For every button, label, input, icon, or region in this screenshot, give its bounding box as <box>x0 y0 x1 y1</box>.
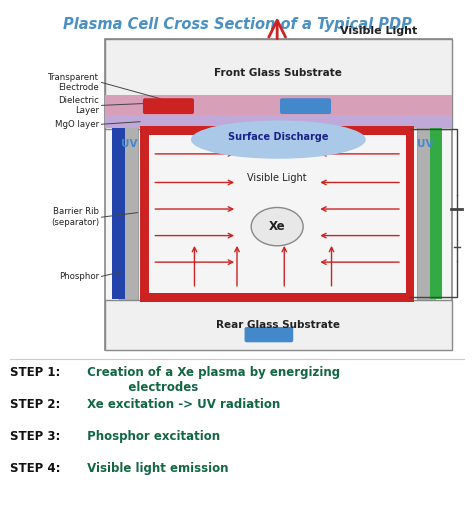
Bar <box>105 39 452 130</box>
Text: Visible Light: Visible Light <box>340 26 418 36</box>
Text: Barrier Rib
(separator): Barrier Rib (separator) <box>51 207 99 227</box>
Text: Transparent
Electrode: Transparent Electrode <box>48 73 99 92</box>
Text: STEP 2:: STEP 2: <box>10 398 61 411</box>
Text: Phosphor excitation: Phosphor excitation <box>83 430 220 443</box>
Bar <box>140 126 149 302</box>
Bar <box>119 117 138 302</box>
Text: Creation of a Xe plasma by energizing
           electrodes: Creation of a Xe plasma by energizing el… <box>83 366 340 394</box>
Text: Xe excitation -> UV radiation: Xe excitation -> UV radiation <box>83 398 281 411</box>
FancyBboxPatch shape <box>143 98 194 114</box>
Text: Dielectric
Layer: Dielectric Layer <box>58 96 99 115</box>
Text: STEP 1:: STEP 1: <box>10 366 61 379</box>
Text: UV: UV <box>121 139 138 148</box>
Text: Surface Discharge: Surface Discharge <box>228 132 328 142</box>
Bar <box>105 115 452 129</box>
Bar <box>417 117 436 302</box>
Bar <box>140 126 414 135</box>
Text: UV: UV <box>417 139 433 148</box>
FancyBboxPatch shape <box>280 98 331 114</box>
Text: STEP 3:: STEP 3: <box>10 430 61 443</box>
Text: Phosphor: Phosphor <box>59 272 99 281</box>
Text: Visible light emission: Visible light emission <box>83 462 229 475</box>
Ellipse shape <box>251 207 303 246</box>
Bar <box>430 129 442 300</box>
Text: Xe: Xe <box>269 220 285 233</box>
Ellipse shape <box>191 120 366 159</box>
Bar <box>112 129 125 300</box>
Text: STEP 4:: STEP 4: <box>10 462 61 475</box>
Text: Rear Glass Substrate: Rear Glass Substrate <box>216 320 340 330</box>
Text: Front Glass Substrate: Front Glass Substrate <box>214 68 342 78</box>
Bar <box>140 293 414 302</box>
FancyBboxPatch shape <box>245 327 293 343</box>
Text: Visible Light: Visible Light <box>247 173 307 183</box>
Bar <box>105 39 452 350</box>
Bar <box>105 95 452 116</box>
Bar <box>105 300 452 350</box>
Bar <box>406 126 414 302</box>
Text: MgO layer: MgO layer <box>55 120 99 129</box>
Text: Plasma Cell Cross Section of a Typical PDP: Plasma Cell Cross Section of a Typical P… <box>63 17 411 32</box>
